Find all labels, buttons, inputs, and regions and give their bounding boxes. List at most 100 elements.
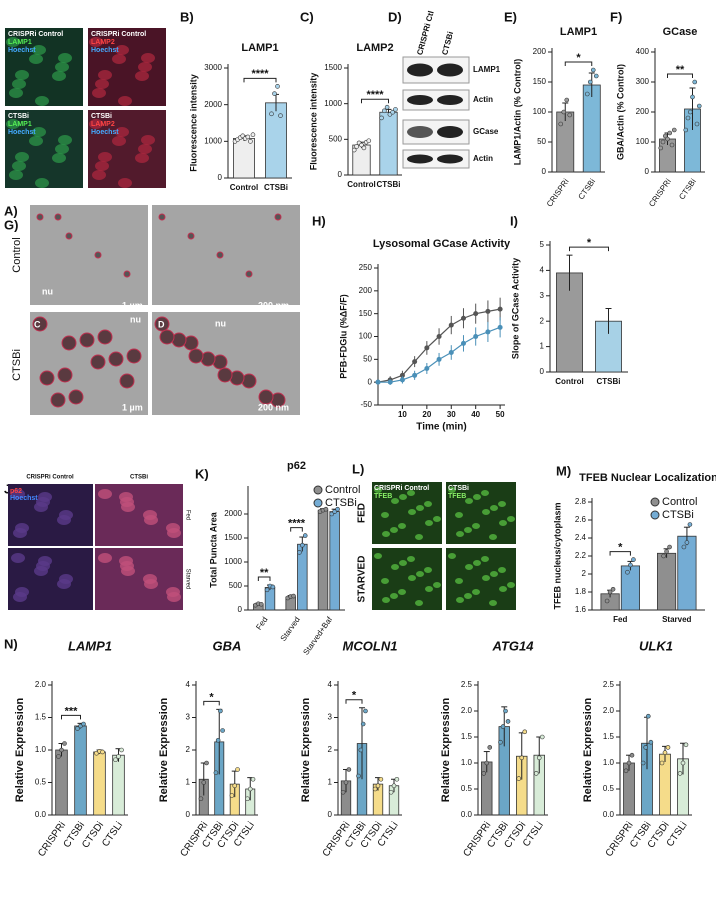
data-point [351, 147, 357, 153]
y-tick-label: 2 [582, 569, 587, 578]
data-point [323, 506, 329, 512]
data-point [272, 91, 277, 96]
y-tick-label: 1.0 [35, 745, 47, 754]
lysosome [68, 389, 84, 405]
y-tick-label: 100 [636, 137, 650, 146]
data-point [356, 773, 361, 779]
data-point [113, 757, 118, 763]
y-tick-label: 500 [329, 134, 343, 143]
em-annotation: nu [215, 318, 226, 328]
cell [52, 153, 66, 163]
em-annotation: nu [130, 314, 141, 324]
cell [32, 127, 46, 137]
nucleus [391, 498, 399, 504]
data-point [593, 73, 599, 79]
nucleus [456, 597, 464, 603]
data-point [662, 750, 668, 755]
lysosome [216, 251, 224, 259]
nucleus [374, 553, 382, 559]
y-tick-label: 150 [533, 77, 547, 86]
lysosome [187, 232, 195, 240]
nucleus [381, 578, 389, 584]
cell [35, 96, 49, 106]
nucleus [390, 527, 398, 533]
y-tick-label: 2.2 [575, 551, 587, 560]
data-point [687, 522, 693, 527]
bar [265, 102, 287, 179]
data-point [361, 145, 367, 151]
cell [92, 170, 106, 180]
panel-label: L) [352, 461, 364, 476]
lysosome [159, 329, 175, 345]
chart-title: GCase [663, 26, 698, 38]
panel-label: M) [556, 463, 571, 478]
cell [35, 178, 49, 188]
cell [89, 119, 103, 129]
nucleus [408, 509, 416, 515]
data-point [692, 79, 698, 85]
micrograph-label: LAMP2 [91, 121, 115, 128]
data-point [664, 549, 669, 554]
y-tick-label: 200 [636, 107, 650, 116]
data-point [561, 109, 567, 115]
data-point [245, 796, 250, 802]
nucleus [425, 586, 433, 592]
nucleus [498, 501, 506, 507]
nucleus [407, 556, 415, 562]
data-point [487, 745, 493, 750]
cell [55, 62, 69, 72]
data-point [436, 356, 442, 362]
x-tick-label: Control [347, 180, 375, 189]
x-tick-label: 50 [496, 410, 505, 419]
data-point [448, 349, 454, 355]
lysosome [154, 316, 170, 332]
y-tick-label: 1.6 [575, 605, 587, 614]
data-point [388, 789, 394, 795]
y-tick-label: 1500 [224, 533, 242, 542]
data-point [503, 708, 508, 714]
nucleus [472, 523, 480, 529]
lane-label: CRISPRi Ctl [415, 10, 435, 56]
em-annotation: 200 nm [258, 300, 289, 310]
micrograph-label: CRISPRi Control [8, 31, 63, 38]
cell [135, 153, 149, 163]
nucleus [424, 567, 432, 573]
nucleus [425, 520, 433, 526]
nucleus [433, 582, 441, 588]
nucleus [507, 516, 515, 522]
bar [112, 754, 125, 816]
significance-label: *** [65, 705, 79, 717]
micrograph-label: CTSBi [8, 113, 29, 120]
nucleus [407, 490, 415, 496]
data-point [382, 108, 387, 114]
data-point [393, 107, 398, 112]
panel-label: D) [388, 9, 402, 24]
chart-title: MCOLN1 [343, 638, 398, 653]
data-point [248, 139, 253, 144]
data-point [213, 770, 219, 776]
column-label: CTSBi [130, 475, 148, 481]
micrograph-label: TFEB [374, 493, 392, 500]
significance-bracket [61, 714, 81, 720]
nucleus [473, 494, 481, 500]
y-tick-label: 1000 [224, 557, 242, 566]
micrograph-label: LAMP1 [8, 39, 32, 46]
data-point [683, 742, 689, 748]
y-tick-label: 2 [540, 316, 545, 325]
data-point [610, 586, 616, 592]
data-point [258, 601, 264, 607]
cell [143, 510, 157, 520]
data-point [696, 103, 702, 109]
x-tick-label: 10 [398, 410, 407, 419]
micrograph-label: LAMP2 [91, 39, 115, 46]
cell [95, 161, 109, 171]
x-tick-label: 20 [422, 410, 431, 419]
y-axis-label: Relative Expression [300, 697, 312, 802]
data-point [119, 747, 124, 753]
nucleus [391, 564, 399, 570]
x-tick-label: Control [555, 377, 583, 386]
micrograph-label: CTSBi [91, 113, 112, 120]
data-point [387, 379, 393, 385]
cell [52, 71, 66, 81]
cell [15, 587, 29, 597]
